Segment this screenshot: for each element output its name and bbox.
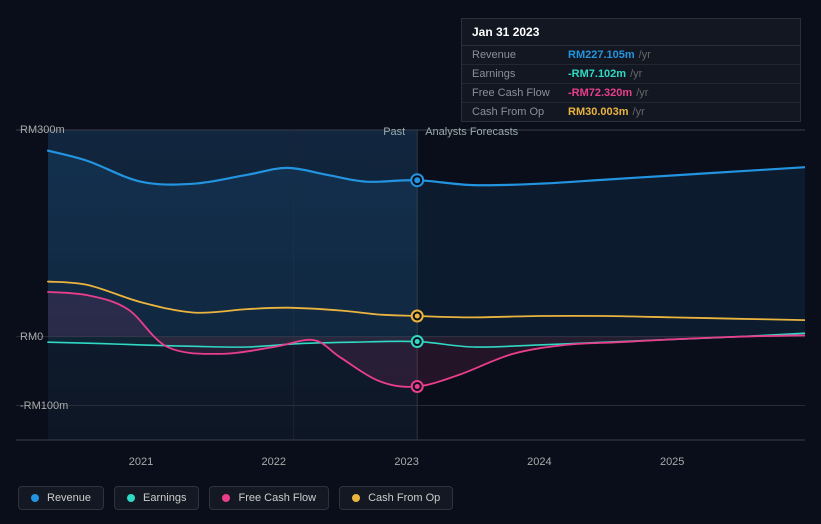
tooltip-label: Free Cash Flow	[472, 87, 568, 99]
legend-item-fcf[interactable]: Free Cash Flow	[209, 486, 329, 510]
tooltip-value: RM30.003m	[568, 106, 629, 118]
y-axis-label: -RM100m	[20, 400, 68, 412]
tooltip-value: RM227.105m	[568, 49, 635, 61]
tooltip-value: -RM7.102m	[568, 68, 626, 80]
chart-container: RM300mRM0-RM100m20212022202320242025Past…	[16, 120, 805, 450]
legend-item-revenue[interactable]: Revenue	[18, 486, 104, 510]
tooltip-row-cfo: Cash From OpRM30.003m/yr	[462, 103, 800, 121]
legend-dot-icon	[31, 494, 39, 502]
section-label-forecast: Analysts Forecasts	[425, 126, 518, 138]
legend-dot-icon	[352, 494, 360, 502]
tooltip-unit: /yr	[630, 68, 642, 80]
legend: Revenue Earnings Free Cash Flow Cash From O…	[18, 486, 453, 510]
tooltip-label: Cash From Op	[472, 106, 568, 118]
tooltip-row-earnings: Earnings-RM7.102m/yr	[462, 65, 800, 84]
legend-label: Revenue	[47, 492, 91, 504]
tooltip-row-fcf: Free Cash Flow-RM72.320m/yr	[462, 84, 800, 103]
tooltip-date: Jan 31 2023	[462, 19, 800, 46]
y-axis-label: RM0	[20, 331, 43, 343]
legend-label: Cash From Op	[368, 492, 440, 504]
x-axis-label: 2024	[527, 456, 551, 468]
legend-dot-icon	[127, 494, 135, 502]
tooltip-panel: Jan 31 2023 RevenueRM227.105m/yrEarnings…	[461, 18, 801, 122]
legend-dot-icon	[222, 494, 230, 502]
x-axis-label: 2025	[660, 456, 684, 468]
chart-svg	[16, 120, 805, 450]
tooltip-unit: /yr	[633, 106, 645, 118]
tooltip-label: Revenue	[472, 49, 568, 61]
tooltip-label: Earnings	[472, 68, 568, 80]
tooltip-value: -RM72.320m	[568, 87, 632, 99]
x-axis-label: 2021	[129, 456, 153, 468]
section-label-past: Past	[383, 126, 405, 138]
legend-item-cfo[interactable]: Cash From Op	[339, 486, 453, 510]
legend-label: Earnings	[143, 492, 186, 504]
legend-label: Free Cash Flow	[238, 492, 316, 504]
tooltip-unit: /yr	[636, 87, 648, 99]
x-axis-label: 2022	[262, 456, 286, 468]
legend-item-earnings[interactable]: Earnings	[114, 486, 199, 510]
tooltip-unit: /yr	[639, 49, 651, 61]
tooltip-row-revenue: RevenueRM227.105m/yr	[462, 46, 800, 65]
x-axis-label: 2023	[394, 456, 418, 468]
y-axis-label: RM300m	[20, 124, 65, 136]
